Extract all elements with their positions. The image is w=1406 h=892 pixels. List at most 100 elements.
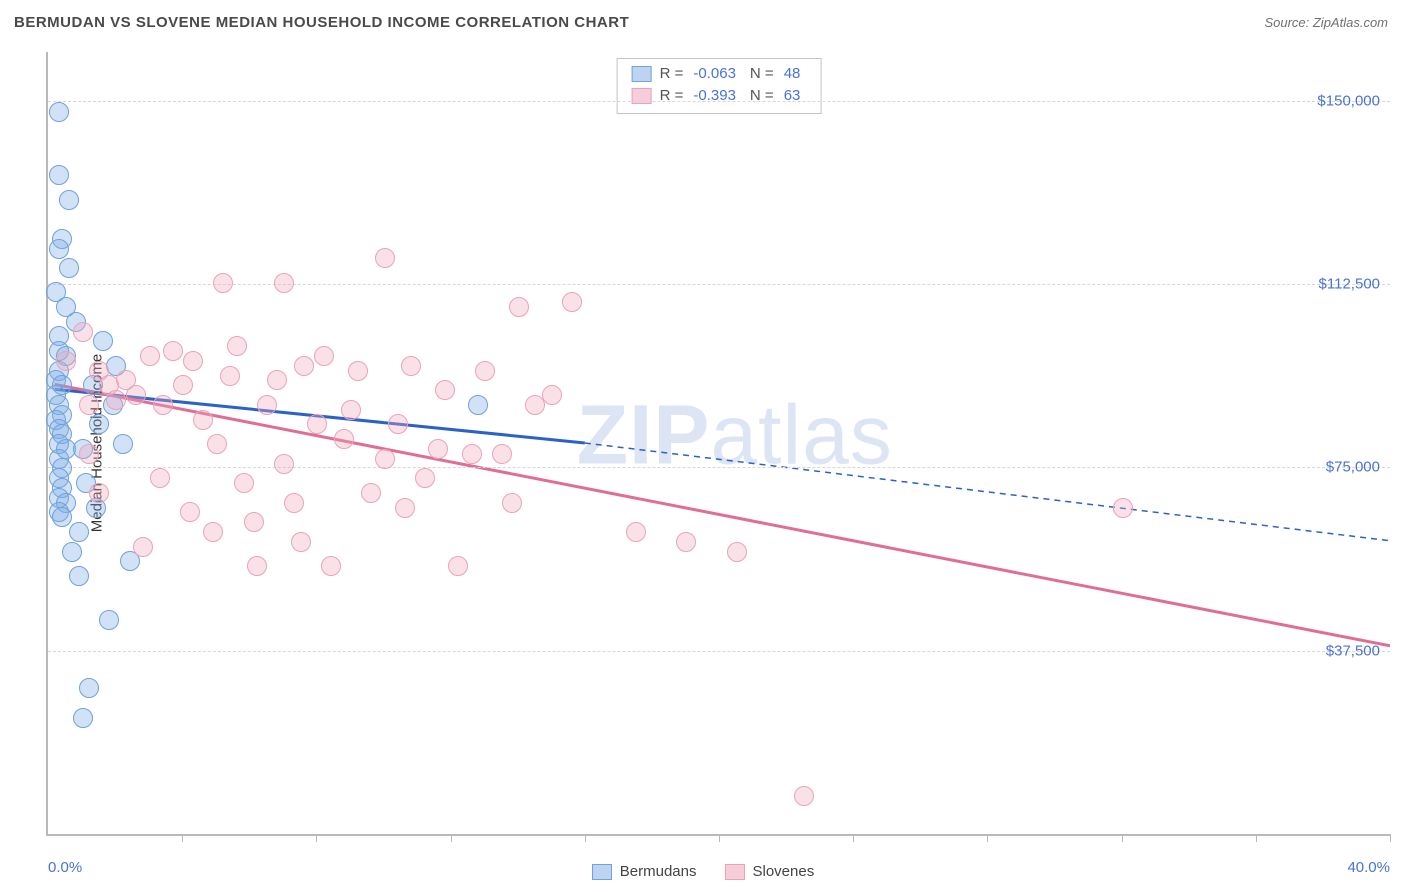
data-point xyxy=(448,556,468,576)
series-0-r-value: -0.063 xyxy=(693,63,736,85)
x-tick xyxy=(1256,834,1257,842)
top-stats-row-1: R = -0.393 N = 63 xyxy=(632,85,807,107)
gridline xyxy=(48,651,1390,652)
data-point xyxy=(73,322,93,342)
data-point xyxy=(59,190,79,210)
data-point xyxy=(361,483,381,503)
bottom-legend-label-1: Slovenes xyxy=(753,863,815,880)
data-point xyxy=(462,444,482,464)
data-point xyxy=(509,297,529,317)
data-point xyxy=(626,522,646,542)
data-point xyxy=(133,537,153,557)
data-point xyxy=(274,454,294,474)
data-point xyxy=(69,566,89,586)
y-tick-label: $75,000 xyxy=(1326,459,1380,476)
trend-lines-svg xyxy=(48,52,1390,834)
data-point xyxy=(183,351,203,371)
bottom-swatch-1-icon xyxy=(725,864,745,880)
chart-plot-area: ZIPatlas Median Household Income R = -0.… xyxy=(46,52,1390,836)
series-0-n-value: 48 xyxy=(784,63,801,85)
gridline xyxy=(48,284,1390,285)
bottom-legend-label-0: Bermudans xyxy=(620,863,697,880)
data-point xyxy=(284,493,304,513)
data-point xyxy=(475,361,495,381)
data-point xyxy=(213,273,233,293)
data-point xyxy=(173,375,193,395)
data-point xyxy=(314,346,334,366)
data-point xyxy=(401,356,421,376)
data-point xyxy=(220,366,240,386)
source-label: Source: ZipAtlas.com xyxy=(1264,15,1388,30)
y-tick-label: $37,500 xyxy=(1326,642,1380,659)
data-point xyxy=(89,414,109,434)
data-point xyxy=(794,786,814,806)
data-point xyxy=(267,370,287,390)
x-tick xyxy=(853,834,854,842)
data-point xyxy=(435,380,455,400)
data-point xyxy=(193,410,213,430)
data-point xyxy=(341,400,361,420)
data-point xyxy=(126,385,146,405)
data-point xyxy=(307,414,327,434)
data-point xyxy=(727,542,747,562)
data-point xyxy=(62,542,82,562)
data-point xyxy=(415,468,435,488)
data-point xyxy=(227,336,247,356)
n-label: N = xyxy=(750,63,774,85)
data-point xyxy=(542,385,562,405)
data-point xyxy=(375,248,395,268)
chart-title: BERMUDAN VS SLOVENE MEDIAN HOUSEHOLD INC… xyxy=(14,14,629,31)
data-point xyxy=(113,434,133,454)
top-stats-legend: R = -0.063 N = 48 R = -0.393 N = 63 xyxy=(617,58,822,114)
data-point xyxy=(291,532,311,552)
data-point xyxy=(502,493,522,513)
data-point xyxy=(93,331,113,351)
x-tick xyxy=(1390,834,1391,842)
data-point xyxy=(140,346,160,366)
data-point xyxy=(49,239,69,259)
data-point xyxy=(321,556,341,576)
r-label: R = xyxy=(660,85,684,107)
data-point xyxy=(150,468,170,488)
series-0-swatch-icon xyxy=(632,66,652,82)
data-point xyxy=(562,292,582,312)
data-point xyxy=(56,351,76,371)
r-label: R = xyxy=(660,63,684,85)
data-point xyxy=(180,502,200,522)
data-point xyxy=(73,708,93,728)
top-stats-row-0: R = -0.063 N = 48 xyxy=(632,63,807,85)
data-point xyxy=(49,165,69,185)
bottom-legend-item-0: Bermudans xyxy=(592,863,697,880)
data-point xyxy=(247,556,267,576)
data-point xyxy=(79,678,99,698)
data-point xyxy=(106,390,126,410)
x-tick xyxy=(719,834,720,842)
data-point xyxy=(294,356,314,376)
x-tick xyxy=(585,834,586,842)
series-1-n-value: 63 xyxy=(784,85,801,107)
data-point xyxy=(69,522,89,542)
data-point xyxy=(334,429,354,449)
data-point xyxy=(492,444,512,464)
data-point xyxy=(52,507,72,527)
data-point xyxy=(274,273,294,293)
data-point xyxy=(89,483,109,503)
data-point xyxy=(203,522,223,542)
data-point xyxy=(163,341,183,361)
y-tick-label: $112,500 xyxy=(1319,276,1380,293)
data-point xyxy=(348,361,368,381)
series-1-r-value: -0.393 xyxy=(693,85,736,107)
watermark: ZIPatlas xyxy=(577,387,893,484)
data-point xyxy=(234,473,254,493)
gridline xyxy=(48,101,1390,102)
data-point xyxy=(395,498,415,518)
data-point xyxy=(59,258,79,278)
bottom-legend: Bermudans Slovenes xyxy=(0,863,1406,880)
bottom-swatch-0-icon xyxy=(592,864,612,880)
data-point xyxy=(244,512,264,532)
data-point xyxy=(99,610,119,630)
data-point xyxy=(257,395,277,415)
data-point xyxy=(388,414,408,434)
x-tick xyxy=(316,834,317,842)
data-point xyxy=(468,395,488,415)
